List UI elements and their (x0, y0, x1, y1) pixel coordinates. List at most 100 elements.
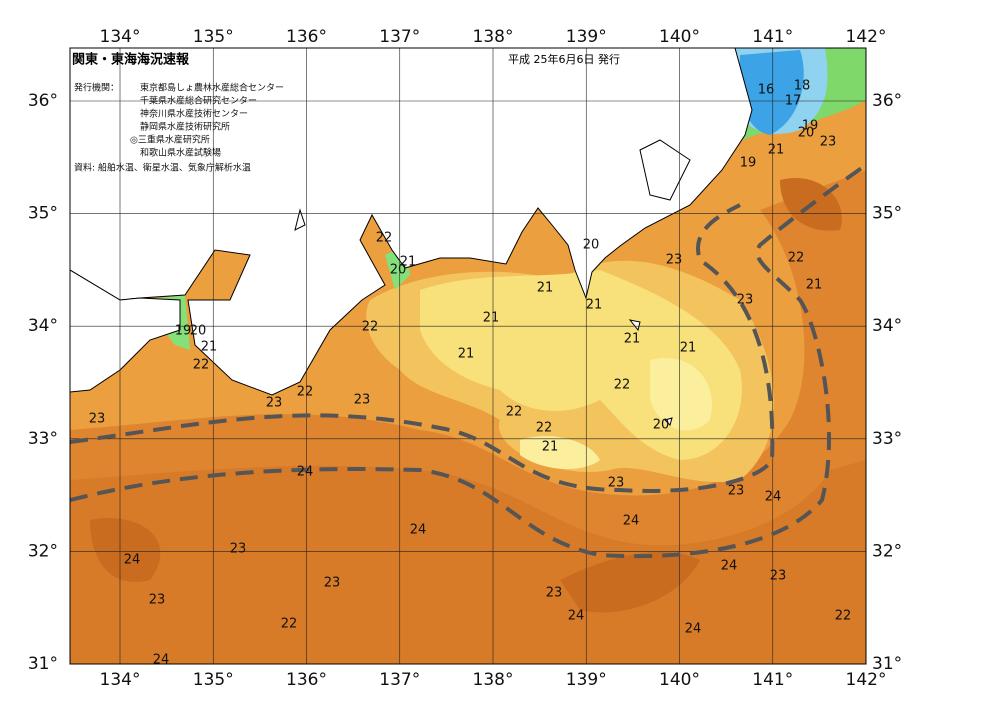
isotherm-label: 21 (586, 298, 603, 313)
isotherm-label: 23 (666, 253, 683, 268)
longitude-label: 138° (473, 670, 514, 690)
longitude-label: 142° (846, 670, 887, 690)
isotherm-label: 24 (623, 514, 640, 529)
isotherm-label: 17 (785, 94, 802, 109)
isotherm-label: 23 (820, 135, 837, 150)
isotherm-label: 23 (354, 393, 371, 408)
isotherm-label: 21 (483, 311, 500, 326)
isotherm-label: 22 (362, 320, 379, 335)
isotherm-label: 23 (728, 484, 745, 499)
issuer: 静岡県水産技術研究所 (140, 121, 230, 133)
latitude-label: 35° (28, 204, 58, 224)
frame (69, 47, 867, 665)
land (70, 269, 181, 393)
data-source: 資料: 船舶水温、衛星水温、気象庁解析水温 (74, 162, 251, 174)
isotherm-label: 24 (568, 609, 585, 624)
latitude-label: 34° (872, 316, 902, 336)
isotherm-label: 23 (266, 396, 283, 411)
longitude-label: 138° (473, 27, 514, 47)
isotherm-label: 24 (685, 622, 702, 637)
isotherm-label: 24 (721, 559, 738, 574)
isotherm-label: 21 (537, 281, 554, 296)
longitude-label: 141° (752, 27, 793, 47)
isotherm-label: 22 (193, 358, 210, 373)
issuer: ◎三重県水産研究所 (130, 134, 210, 146)
issuer: 東京都島しょ農林水産総合センター (140, 82, 284, 94)
issuer: 和歌山県水産試験場 (140, 147, 221, 159)
isotherm-label: 21 (806, 278, 823, 293)
longitude-label: 140° (659, 27, 700, 47)
isotherm-label: 22 (281, 617, 298, 632)
isotherm-label: 19 (802, 119, 819, 134)
island (294, 139, 691, 426)
isotherm-label: 21 (458, 347, 475, 362)
longitude-label: 137° (379, 670, 420, 690)
current-axis (70, 203, 775, 493)
isotherm-label: 20 (390, 263, 407, 278)
longitude-label: 134° (100, 27, 141, 47)
longitude-label: 135° (193, 670, 234, 690)
isotherm-label: 22 (614, 378, 631, 393)
isotherm-label: 23 (737, 293, 754, 308)
land (70, 48, 753, 396)
latitude-label: 33° (872, 429, 902, 449)
isotherm-label: 23 (546, 586, 563, 601)
latitude-label: 35° (872, 204, 902, 224)
isotherm-label: 21 (400, 255, 417, 270)
isotherm-label: 19 (175, 324, 192, 339)
longitude-label: 135° (193, 27, 234, 47)
isotherm-label: 20 (653, 418, 670, 433)
grid (70, 48, 866, 664)
isotherm-label: 21 (624, 332, 641, 347)
latitude-label: 36° (872, 91, 902, 111)
longitude-label: 137° (379, 27, 420, 47)
isotherm-label: 22 (536, 421, 553, 436)
latitude-label: 31° (872, 654, 902, 674)
longitude-label: 136° (286, 670, 327, 690)
isotherm-label: 22 (297, 385, 314, 400)
isotherm-label: 20 (798, 126, 815, 141)
isotherm-label: 16 (758, 83, 775, 98)
issuers-label: 発行機関： (74, 82, 119, 94)
isotherm-label: 18 (794, 79, 811, 94)
longitude-label: 139° (566, 27, 607, 47)
longitude-label: 141° (752, 670, 793, 690)
isotherm-label: 23 (149, 593, 166, 608)
longitude-label: 142° (846, 27, 887, 47)
latitude-label: 32° (28, 541, 58, 561)
isotherm-label: 22 (376, 231, 393, 246)
latitude-label: 33° (28, 429, 58, 449)
isotherm-label: 23 (89, 412, 106, 427)
isotherm-label: 23 (230, 542, 247, 557)
map-area (70, 48, 866, 664)
longitude-label: 136° (286, 27, 327, 47)
isotherm-label: 24 (765, 490, 782, 505)
isotherm-label: 22 (506, 405, 523, 420)
issue-date: 平成 25年6月6日 発行 (508, 52, 620, 66)
isotherm-label: 24 (410, 523, 427, 538)
isotherm-label: 19 (740, 156, 757, 171)
issuer: 千葉県水産総合研究センター (140, 95, 257, 107)
isotherm-label: 23 (770, 569, 787, 584)
latitude-label: 34° (28, 316, 58, 336)
isotherm-label: 21 (768, 143, 785, 158)
issuer: 神奈川県水産技術センター (140, 108, 248, 120)
longitude-label: 139° (566, 670, 607, 690)
warm-core (70, 460, 866, 664)
latitude-label: 36° (28, 91, 58, 111)
labels: 134° 134° 135° 135° 136° 136° 137° 137° 138° 138°… (28, 27, 902, 690)
isotherm-label: 23 (608, 476, 625, 491)
isotherm-label: 20 (583, 238, 600, 253)
longitude-label: 134° (100, 670, 141, 690)
latitude-label: 32° (872, 541, 902, 561)
longitude-label: 140° (659, 670, 700, 690)
isotherm-label: 21 (542, 440, 559, 455)
isotherm-label: 22 (835, 609, 852, 624)
isotherm-label: 20 (190, 324, 207, 339)
coolest-zone (520, 358, 712, 470)
latitude-label: 31° (28, 654, 58, 674)
isotherm-label: 21 (201, 340, 218, 355)
title: 関東・東海海況速報 (72, 52, 190, 68)
isotherm-label: 21 (680, 341, 697, 356)
